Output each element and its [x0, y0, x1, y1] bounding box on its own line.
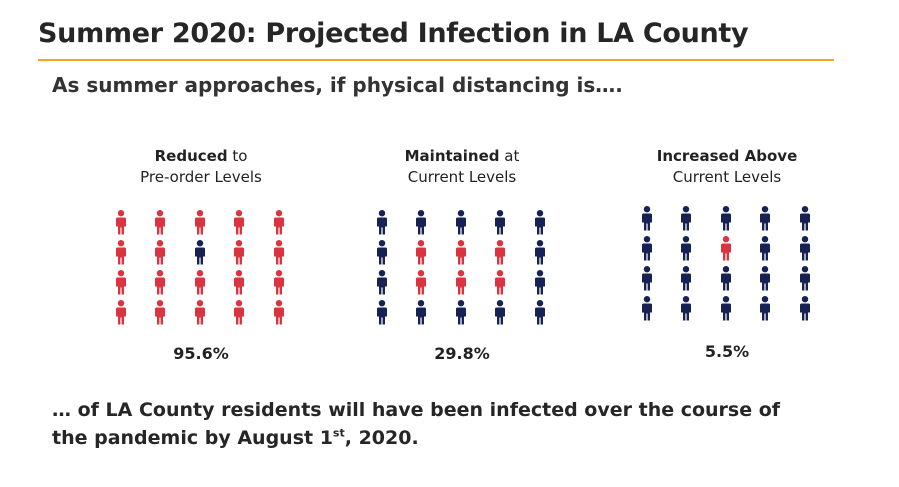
page-subtitle: As summer approaches, if physical distan…: [52, 73, 623, 97]
person-icon: [642, 206, 652, 231]
person-icon: [642, 296, 652, 321]
scenario-label-line2: Pre-order Levels: [140, 168, 262, 186]
person-icon: [721, 296, 731, 321]
person-icon: [234, 240, 244, 265]
person-icon: [195, 210, 205, 235]
person-icon: [535, 270, 545, 295]
pictogram-grid: [116, 210, 284, 325]
percent-label: 29.8%: [434, 344, 490, 363]
scenario-label-line2: Current Levels: [672, 168, 782, 186]
person-icon: [456, 300, 466, 325]
person-icon: [800, 236, 810, 261]
person-icon: [800, 266, 810, 291]
person-icon: [535, 210, 545, 235]
person-icon: [274, 270, 284, 295]
scenario-label-rest: to: [227, 147, 248, 165]
scenario-label: Reduced to Pre-order Levels: [101, 146, 301, 190]
person-icon: [234, 300, 244, 325]
person-icon: [456, 240, 466, 265]
person-icon: [195, 300, 205, 325]
scenario-label-strong: Reduced: [154, 147, 228, 165]
person-icon: [274, 300, 284, 325]
footer-superscript: st: [332, 426, 345, 440]
percent-label: 95.6%: [173, 344, 229, 363]
scenario-reduced: Reduced to Pre-order Levels 95.6%: [101, 146, 301, 363]
person-icon: [234, 270, 244, 295]
scenario-label-strong: Increased Above: [656, 147, 798, 165]
person-icon: [195, 270, 205, 295]
scenario-label-strong: Maintained: [404, 147, 500, 165]
person-icon: [681, 296, 691, 321]
person-icon: [495, 300, 505, 325]
person-icon: [642, 266, 652, 291]
scenario-label-rest: at: [499, 147, 520, 165]
person-icon: [116, 210, 126, 235]
pictogram-grid: [642, 206, 810, 321]
person-icon: [495, 240, 505, 265]
person-icon: [116, 300, 126, 325]
person-icon: [416, 210, 426, 235]
person-icon: [416, 240, 426, 265]
person-icon: [800, 206, 810, 231]
person-icon: [681, 266, 691, 291]
scenario-label: Increased Above Current Levels: [627, 146, 827, 190]
person-icon: [274, 210, 284, 235]
percent-label: 5.5%: [704, 342, 750, 361]
person-icon: [155, 210, 165, 235]
person-icon: [721, 236, 731, 261]
person-icon: [760, 206, 770, 231]
person-icon: [760, 296, 770, 321]
person-icon: [495, 270, 505, 295]
person-icon: [195, 240, 205, 265]
person-icon: [116, 240, 126, 265]
person-icon: [456, 270, 466, 295]
scenario-label-line2: Current Levels: [407, 168, 517, 186]
footer-statement: … of LA County residents will have been …: [52, 396, 832, 452]
person-icon: [681, 206, 691, 231]
person-icon: [155, 300, 165, 325]
person-icon: [495, 210, 505, 235]
person-icon: [377, 300, 387, 325]
title-divider: [38, 59, 834, 61]
person-icon: [760, 236, 770, 261]
footer-line-2: the pandemic by August 1: [52, 427, 333, 449]
person-icon: [377, 240, 387, 265]
page-title: Summer 2020: Projected Infection in LA C…: [38, 18, 749, 49]
scenario-label: Maintained at Current Levels: [362, 146, 562, 190]
person-icon: [377, 210, 387, 235]
person-icon: [721, 266, 731, 291]
footer-line-2-end: , 2020.: [344, 427, 419, 449]
person-icon: [800, 296, 810, 321]
person-icon: [155, 270, 165, 295]
person-icon: [535, 300, 545, 325]
person-icon: [681, 236, 691, 261]
person-icon: [274, 240, 284, 265]
person-icon: [377, 270, 387, 295]
scenario-increased: Increased Above Current Levels 5.5%: [627, 146, 827, 361]
person-icon: [456, 210, 466, 235]
person-icon: [416, 300, 426, 325]
person-icon: [234, 210, 244, 235]
person-icon: [760, 266, 770, 291]
person-icon: [721, 206, 731, 231]
person-icon: [642, 236, 652, 261]
person-icon: [155, 240, 165, 265]
person-icon: [416, 270, 426, 295]
person-icon: [535, 240, 545, 265]
pictogram-grid: [377, 210, 545, 325]
person-icon: [116, 270, 126, 295]
footer-line-1: … of LA County residents will have been …: [52, 399, 781, 421]
scenario-maintained: Maintained at Current Levels 29.8%: [362, 146, 562, 363]
